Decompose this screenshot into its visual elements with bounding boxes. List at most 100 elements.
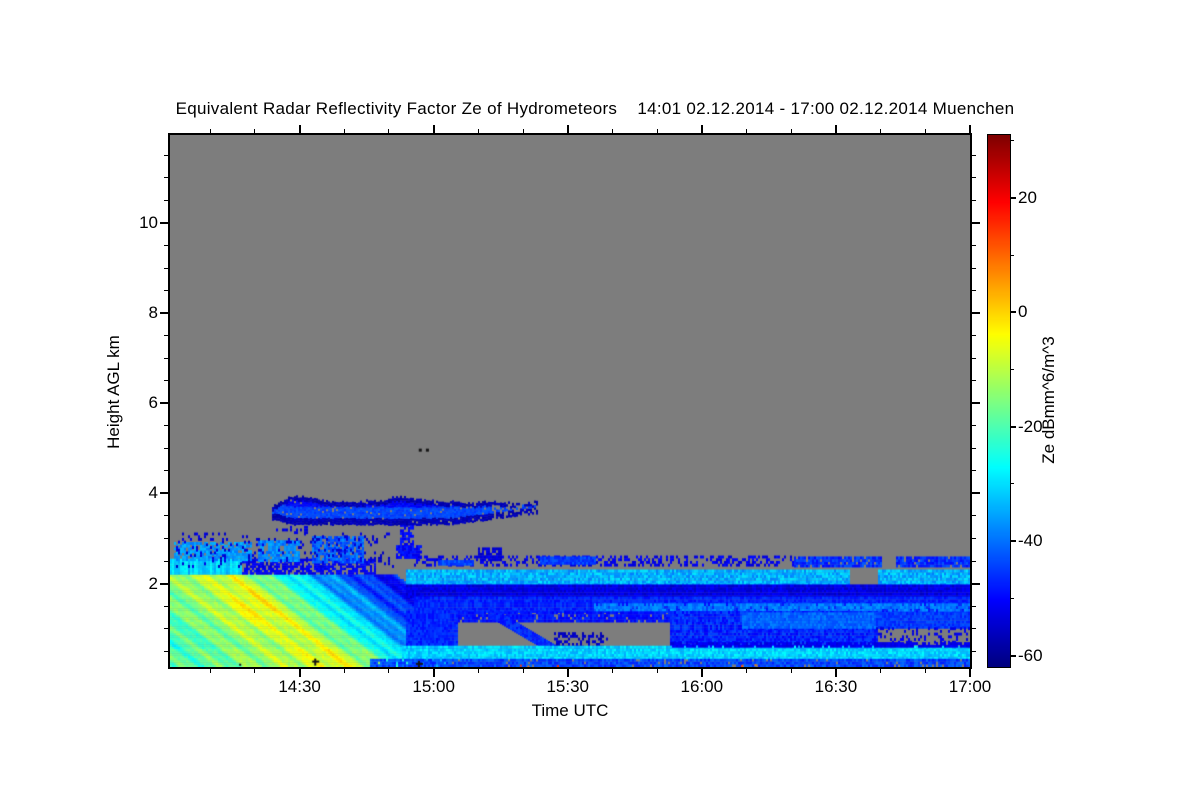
colorbar-canvas <box>988 135 1010 667</box>
y-minor-tick-right <box>972 560 976 562</box>
y-minor-tick-right <box>972 335 976 337</box>
colorbar-minor-tick <box>1011 369 1014 371</box>
y-minor-tick <box>164 605 168 607</box>
x-major-tick-top <box>969 125 971 133</box>
y-major-tick <box>160 492 168 495</box>
y-major-tick-right <box>972 582 980 585</box>
x-minor-tick <box>522 669 524 673</box>
colorbar-tick-label: 0 <box>1018 302 1028 322</box>
colorbar <box>987 134 1011 668</box>
x-minor-tick <box>790 669 792 673</box>
x-minor-tick <box>880 669 882 673</box>
x-major-tick-top <box>834 125 837 133</box>
chart-title: Equivalent Radar Reflectivity Factor Ze … <box>175 99 1015 118</box>
x-major-tick-top <box>432 125 435 133</box>
y-minor-tick <box>164 470 168 472</box>
x-major-tick <box>566 669 569 677</box>
x-tick-label: 15:30 <box>546 677 590 696</box>
x-minor-tick <box>343 669 345 673</box>
y-minor-tick-right <box>972 538 976 539</box>
y-minor-tick <box>164 290 168 292</box>
colorbar-tick-label: -20 <box>1018 416 1043 436</box>
x-tick-label: 16:30 <box>814 677 858 696</box>
y-minor-tick-right <box>972 605 976 607</box>
x-minor-tick <box>924 669 926 673</box>
y-major-tick <box>160 402 168 405</box>
x-tick-label: 17:00 <box>948 677 992 696</box>
y-minor-tick <box>164 199 168 201</box>
heatmap-canvas <box>170 135 970 667</box>
y-major-tick-right <box>972 312 980 315</box>
y-major-tick <box>160 221 168 224</box>
colorbar-major-tick <box>1011 311 1016 314</box>
x-minor-tick <box>656 669 658 673</box>
colorbar-minor-tick <box>1011 597 1014 599</box>
y-minor-tick <box>164 177 168 179</box>
x-minor-tick-top <box>254 129 256 133</box>
x-minor-tick <box>209 669 211 673</box>
x-minor-tick-top <box>924 129 926 133</box>
y-major-tick <box>160 312 168 315</box>
x-minor-tick-top <box>611 129 613 133</box>
x-major-tick <box>969 669 971 677</box>
y-minor-tick-right <box>972 154 976 156</box>
x-minor-tick-top <box>388 129 390 133</box>
y-minor-tick-right <box>972 380 976 382</box>
plot-area <box>168 133 972 669</box>
x-minor-tick-top <box>656 129 658 133</box>
y-tick-label: 6 <box>148 393 158 413</box>
colorbar-tick-label: 20 <box>1018 187 1037 207</box>
colorbar-major-tick <box>1011 196 1016 199</box>
x-major-tick <box>700 669 703 677</box>
y-minor-tick-right <box>972 650 976 652</box>
x-major-tick <box>432 669 435 677</box>
y-tick-label: 4 <box>148 483 158 503</box>
y-minor-tick-right <box>972 470 976 472</box>
y-minor-tick-right <box>972 267 976 269</box>
colorbar-minor-tick <box>1011 254 1014 256</box>
x-minor-tick <box>388 669 390 673</box>
y-minor-tick <box>164 515 168 517</box>
x-tick-label: 15:00 <box>412 677 455 696</box>
x-minor-tick-top <box>209 129 211 133</box>
y-major-tick-right <box>972 402 980 405</box>
y-minor-tick-right <box>972 515 976 517</box>
y-axis-title: Height AGL km <box>104 335 123 449</box>
x-tick-label: 16:00 <box>680 677 724 696</box>
y-minor-tick-right <box>972 425 976 427</box>
x-minor-tick-top <box>790 129 792 133</box>
y-tick-label: 8 <box>148 303 158 323</box>
y-minor-tick-right <box>972 447 976 449</box>
x-minor-tick <box>611 669 613 673</box>
y-minor-tick <box>164 650 168 652</box>
y-minor-tick <box>164 267 168 269</box>
y-tick-label: 10 <box>139 212 158 232</box>
colorbar-major-tick <box>1011 654 1016 657</box>
x-minor-tick-top <box>880 129 882 133</box>
y-minor-tick <box>164 380 168 382</box>
y-minor-tick <box>164 538 168 539</box>
y-minor-tick <box>164 357 168 359</box>
colorbar-major-tick <box>1011 425 1016 428</box>
x-major-tick <box>834 669 837 677</box>
colorbar-tick-label: -40 <box>1018 531 1043 551</box>
x-major-tick-top <box>566 125 569 133</box>
x-minor-tick <box>477 669 479 673</box>
y-minor-tick <box>164 154 168 156</box>
y-minor-tick-right <box>972 628 976 630</box>
y-minor-tick <box>164 560 168 562</box>
y-minor-tick-right <box>972 290 976 292</box>
colorbar-minor-tick <box>1011 483 1014 485</box>
y-tick-label: 2 <box>148 573 158 593</box>
y-minor-tick-right <box>972 357 976 359</box>
x-minor-tick-top <box>477 129 479 133</box>
y-minor-tick-right <box>972 199 976 201</box>
x-tick-label: 14:30 <box>278 677 321 696</box>
x-axis-title: Time UTC <box>531 701 609 720</box>
x-major-tick-top <box>700 125 703 133</box>
y-minor-tick-right <box>972 177 976 179</box>
y-minor-tick <box>164 425 168 427</box>
y-major-tick-right <box>972 492 980 495</box>
y-minor-tick-right <box>972 244 976 246</box>
